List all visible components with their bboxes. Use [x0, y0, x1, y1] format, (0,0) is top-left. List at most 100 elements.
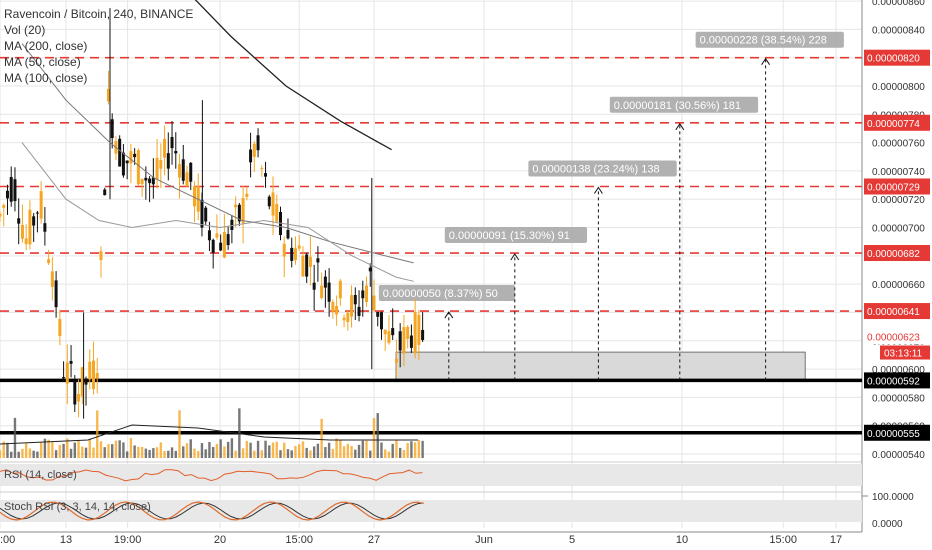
measure-arrowhead	[761, 57, 771, 65]
support-price-label: 0.00000592	[867, 376, 920, 387]
volume-bar	[193, 448, 196, 458]
x-tick-label: 15:00	[769, 534, 797, 546]
volume-bar	[339, 440, 342, 458]
volume-bar	[398, 447, 402, 458]
candle-body	[84, 378, 88, 385]
volume-bar	[365, 440, 368, 458]
candle-body	[181, 159, 185, 181]
measure-arrowhead	[510, 253, 520, 261]
volume-bar	[2, 441, 5, 458]
ma-100-line	[21, 43, 414, 264]
x-tick-label: 15:00	[285, 534, 313, 546]
candle-body	[372, 295, 376, 311]
volume-bar	[21, 448, 24, 458]
measure-label: 0.00000050 (8.37%) 50	[383, 288, 498, 300]
candle-body	[421, 329, 425, 341]
volume-bar	[13, 417, 17, 458]
measure-label: 0.00000181 (30.56%) 181	[614, 100, 741, 112]
volume-bar	[294, 445, 297, 458]
y-tick-label: 0.00000760	[872, 139, 925, 150]
candle-body	[99, 251, 103, 261]
volume-bar	[384, 449, 387, 458]
volume-bar	[372, 418, 376, 458]
legend-title: Ravencoin / Bitcoin, 240, BINANCE	[4, 7, 194, 21]
candle-body	[163, 138, 167, 158]
stoch-min-label: 0.0000	[872, 519, 903, 530]
volume-bar	[327, 442, 331, 458]
y-tick-label: 0.00000580	[872, 393, 925, 404]
target-price-label: 0.00000729	[867, 182, 920, 193]
candle-body	[129, 151, 133, 164]
target-price-label: 0.00000682	[867, 249, 920, 260]
volume-bar	[279, 450, 282, 458]
candle-body	[148, 178, 152, 184]
candle-body	[24, 238, 28, 245]
volume-bar	[320, 418, 323, 458]
volume-bar	[410, 441, 413, 458]
volume-bar	[402, 450, 406, 458]
candle-body	[174, 150, 178, 154]
countdown-label: 03:13:11	[884, 349, 923, 360]
volume-bar	[271, 442, 275, 458]
volume-bar	[260, 450, 263, 458]
candle-body	[365, 285, 369, 303]
candle-body	[77, 393, 81, 402]
target-price-label: 0.00000820	[867, 54, 920, 65]
candle-body	[234, 204, 238, 208]
volume-bar	[125, 451, 129, 458]
volume-bar	[96, 410, 99, 458]
volume-bar	[290, 450, 293, 458]
candle-body	[353, 294, 357, 305]
volume-bar	[354, 449, 357, 458]
measure-label-bg	[695, 31, 844, 48]
support-price-tag	[864, 372, 930, 389]
volume-bar	[335, 438, 338, 458]
candle-body	[151, 177, 155, 185]
rsi-line	[0, 469, 423, 482]
candle-body	[204, 207, 208, 222]
volume-bar	[241, 448, 245, 458]
volume-bar	[346, 443, 350, 458]
candle-body	[215, 233, 219, 238]
candle-body	[398, 331, 402, 351]
volume-bar	[421, 440, 424, 458]
current-price-bg	[864, 328, 930, 345]
legend-ma50: MA (50, close)	[4, 55, 81, 69]
legend-ma200: MA (200, close)	[4, 39, 88, 53]
volume-bar	[51, 442, 54, 458]
candle-body	[387, 331, 391, 343]
candle-body	[391, 328, 395, 336]
volume-bar	[58, 444, 62, 458]
candle-body	[0, 213, 2, 217]
volume-bar	[43, 438, 47, 458]
candle-body	[320, 285, 324, 299]
candle-body	[267, 196, 271, 207]
candle-body	[166, 153, 170, 169]
candle-body	[402, 327, 406, 354]
candle-body	[413, 311, 417, 354]
candle-body	[350, 295, 354, 317]
candle-body	[121, 152, 125, 176]
volume-bar	[223, 446, 226, 458]
volume-bar	[54, 450, 58, 458]
volume-bar	[92, 447, 95, 458]
candle-body	[271, 192, 275, 216]
candle-body	[297, 245, 301, 249]
volume-bar	[122, 442, 125, 458]
candle-body	[106, 88, 110, 102]
candle-body	[20, 224, 24, 239]
volume-bar	[283, 442, 286, 458]
candle-body	[222, 231, 226, 258]
volume-bar	[103, 447, 106, 458]
x-tick-label: 5	[569, 534, 575, 546]
volume-bar	[152, 448, 155, 458]
candle-body	[80, 367, 84, 397]
support-price-tag	[864, 424, 930, 441]
volume-bar	[174, 450, 177, 458]
candle-body	[140, 179, 144, 185]
y-tick-label: 0.00000720	[872, 195, 925, 206]
volume-bar	[84, 447, 88, 458]
volume-bar	[387, 451, 391, 458]
volume-bar	[182, 446, 185, 458]
